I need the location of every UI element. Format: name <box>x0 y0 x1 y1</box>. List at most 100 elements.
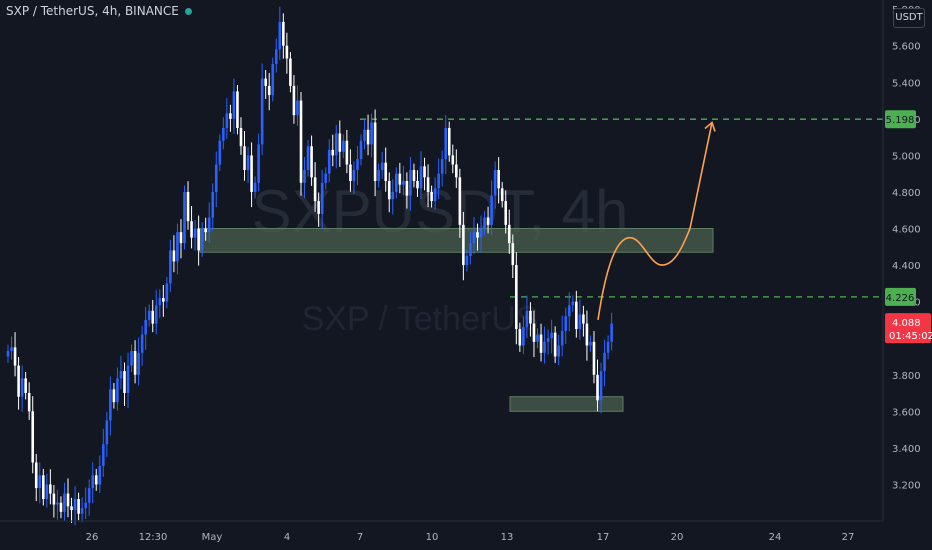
candle-body <box>532 323 536 342</box>
candle-body <box>589 341 592 346</box>
candle-body <box>515 265 518 330</box>
candle-body <box>38 475 42 489</box>
candle-body <box>458 177 462 225</box>
candle-body <box>472 232 476 244</box>
candle-body <box>525 310 529 328</box>
candle-body <box>34 462 38 489</box>
candle-body <box>80 508 84 514</box>
candle-body <box>592 341 596 375</box>
candle-body <box>154 305 158 324</box>
candle-body <box>282 21 285 46</box>
candle-body <box>402 180 405 185</box>
time-tick-label: 26 <box>86 532 99 543</box>
candle-body <box>462 224 465 266</box>
candle-body <box>169 250 172 284</box>
current-price-label: 4.088 <box>892 318 921 329</box>
demand-zones <box>199 228 714 412</box>
candle-body <box>416 180 419 189</box>
candle-body <box>116 378 119 403</box>
candle-body <box>243 146 246 171</box>
candle-body <box>518 329 522 346</box>
candle-body <box>359 140 363 160</box>
projection-arrowhead-icon <box>704 121 716 132</box>
time-axis[interactable]: 26 12:30 May 4 7 10 13 17 20 24 27 <box>86 532 855 543</box>
candle-body <box>292 85 296 116</box>
candle-body <box>479 228 483 238</box>
candle-body <box>366 129 370 145</box>
candle-body <box>94 475 98 485</box>
candle-body <box>193 228 197 238</box>
candle-body <box>42 475 45 500</box>
candle-body <box>239 127 243 147</box>
candle-body <box>109 389 112 421</box>
candle-body <box>603 352 606 372</box>
candle-body <box>507 224 511 244</box>
candle-body <box>433 188 437 202</box>
candle-body <box>246 155 250 171</box>
candle-body <box>349 164 352 181</box>
candle-body <box>162 297 165 302</box>
candle-body <box>229 113 232 119</box>
candle-body <box>447 127 451 156</box>
candle-body <box>225 113 229 128</box>
candle-body <box>45 484 49 500</box>
candle-body <box>222 127 225 141</box>
price-tick-label: 5.400 <box>892 78 921 89</box>
candle-body <box>395 173 398 192</box>
candle-body <box>183 191 186 244</box>
candle-body <box>52 493 56 505</box>
candle-body <box>486 217 490 225</box>
candle-body <box>380 162 384 171</box>
candle-body <box>200 228 204 251</box>
target-levels <box>360 118 883 298</box>
candle-body <box>327 149 331 174</box>
time-tick-label: 4 <box>284 532 290 543</box>
candle-body <box>56 502 59 505</box>
candle-body <box>147 310 151 320</box>
watermark-name: SXP / TetherUS <box>302 300 539 338</box>
chart-title-text: SXP / TetherUS, 4h, BINANCE <box>6 4 179 18</box>
time-tick-label: 27 <box>842 532 855 543</box>
candle-body <box>70 506 73 511</box>
candle-body <box>98 466 102 485</box>
candle-body <box>536 334 539 342</box>
candle-body <box>596 374 599 401</box>
candle-body <box>546 338 550 342</box>
candle-body <box>469 243 472 256</box>
candle-body <box>504 201 508 225</box>
price-tick-label: 4.600 <box>892 225 921 236</box>
candle-body <box>599 371 603 401</box>
candle-body <box>27 393 31 412</box>
candle-body <box>306 146 310 171</box>
candle-body <box>585 323 589 346</box>
candle-body <box>204 228 207 233</box>
time-tick-label: May <box>202 532 223 543</box>
candle-body <box>130 350 133 366</box>
candle-body <box>285 45 289 59</box>
candle-body <box>20 378 24 397</box>
candle-body <box>324 173 327 183</box>
candle-body <box>582 314 585 324</box>
candle-body <box>165 283 169 302</box>
price-tick-label: 3.600 <box>892 407 921 418</box>
candle-body <box>398 173 402 185</box>
candle-body <box>63 493 66 512</box>
candle-body <box>317 201 320 214</box>
candle-body <box>211 191 215 218</box>
candle-body <box>451 155 455 165</box>
candle-body <box>391 191 395 200</box>
currency-label[interactable]: USDT <box>893 8 925 28</box>
candle-body <box>214 164 218 192</box>
candle-body <box>253 182 257 192</box>
candle-body <box>342 140 345 152</box>
candle-body <box>553 332 557 357</box>
candle-body <box>303 170 306 183</box>
candle-body <box>66 493 70 507</box>
price-tick-label: 3.800 <box>892 371 921 382</box>
candle-body <box>172 250 176 262</box>
candle-body <box>87 488 91 503</box>
candle-body <box>77 499 80 514</box>
level-price-tag <box>885 287 916 306</box>
price-axis[interactable]: 3.2003.4003.6003.8004.0004.2004.4004.600… <box>892 5 921 491</box>
